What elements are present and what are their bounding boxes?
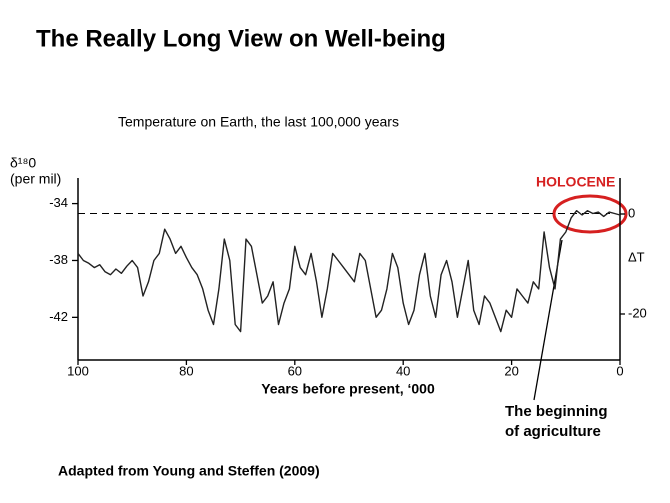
- annotation: HOLOCENE: [536, 174, 615, 190]
- slide-title: The Really Long View on Well-being: [36, 25, 446, 52]
- y-label: (per mil): [10, 171, 61, 187]
- y-tick-label: -42: [49, 309, 68, 324]
- x-tick-label: 80: [179, 363, 193, 378]
- y-label: δ¹⁸0: [10, 155, 36, 171]
- y-tick-label: -38: [49, 252, 68, 267]
- x-tick-label: 20: [504, 363, 518, 378]
- highlight-ellipse: [552, 194, 628, 234]
- y2-label: ΔT: [628, 249, 645, 264]
- x-label: Years before present, ‘000: [261, 381, 435, 397]
- chart-title: Temperature on Earth, the last 100,000 y…: [118, 114, 399, 130]
- data-line: [77, 210, 621, 333]
- y2-tick-label: -20: [628, 305, 647, 320]
- x-tick-label: 100: [67, 363, 89, 378]
- annotation: The beginning: [505, 403, 608, 420]
- x-tick-label: 0: [616, 363, 623, 378]
- y2-tick-label: 0: [628, 205, 635, 220]
- source: Adapted from Young and Steffen (2009): [58, 463, 320, 479]
- y-tick-label: -34: [49, 195, 68, 210]
- x-tick-label: 40: [396, 363, 410, 378]
- x-tick-label: 60: [288, 363, 302, 378]
- annotation: of agriculture: [505, 423, 601, 440]
